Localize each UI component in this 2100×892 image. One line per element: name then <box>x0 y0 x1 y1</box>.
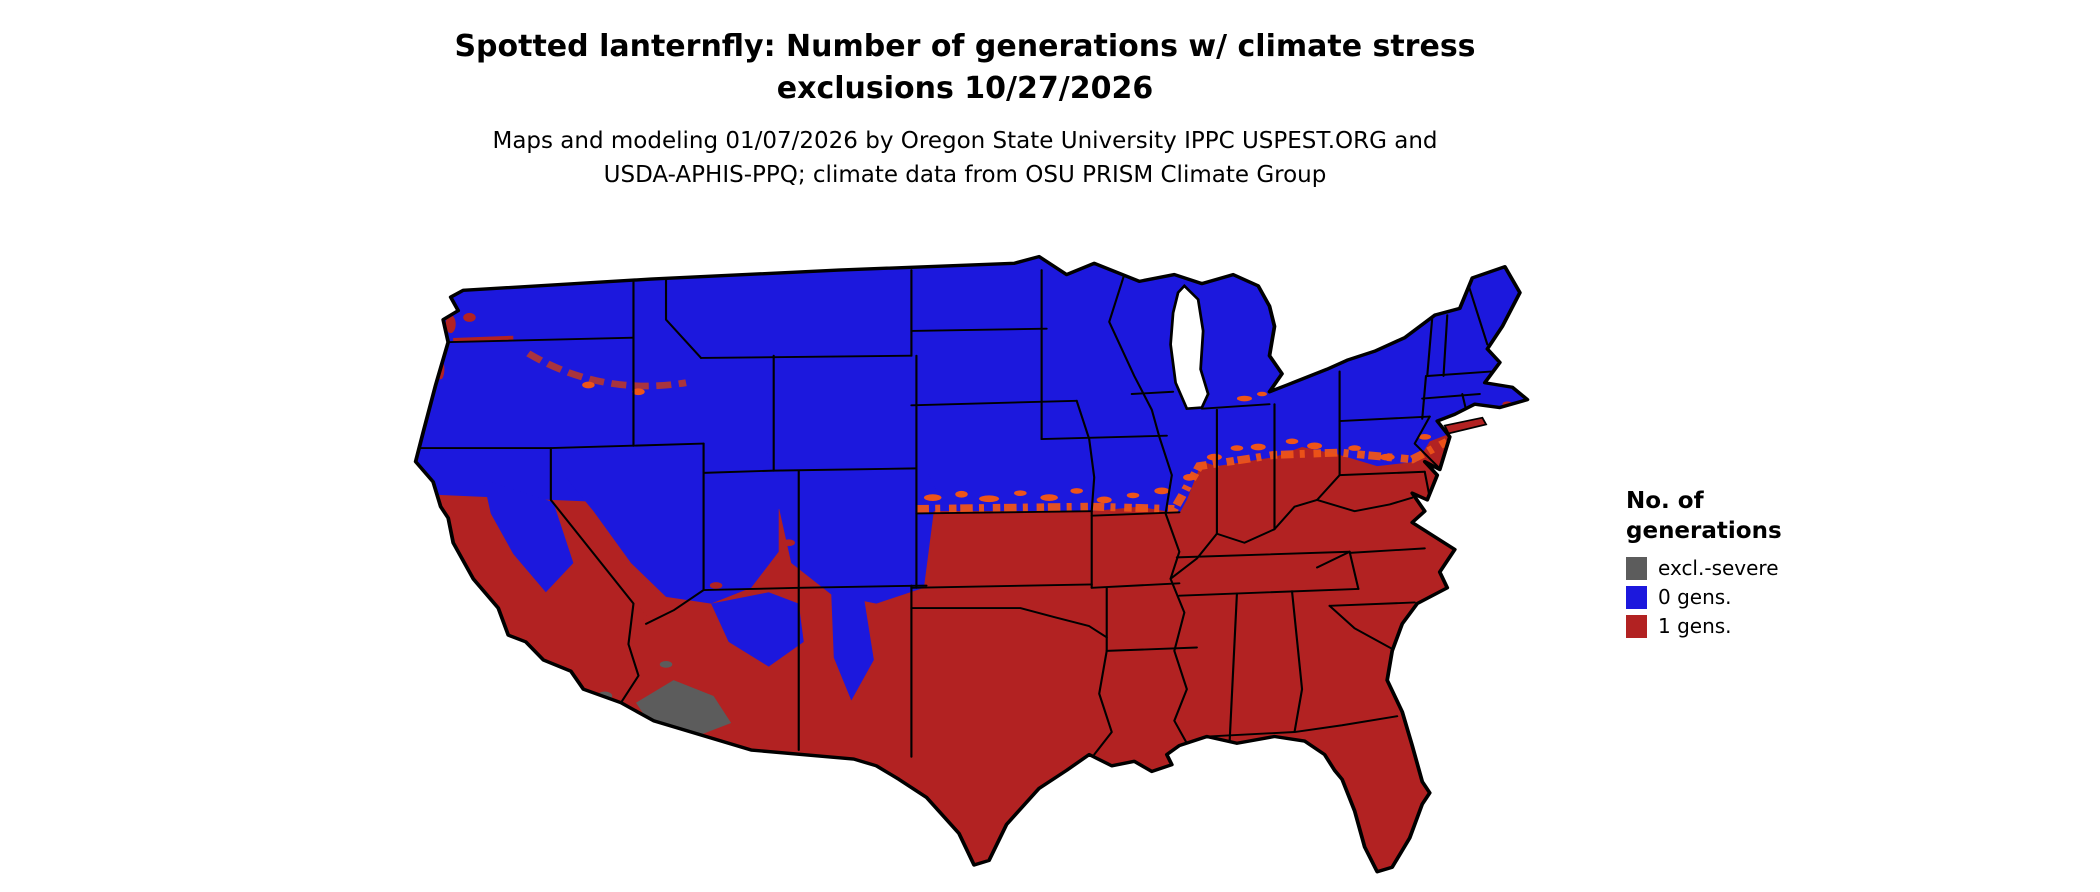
colorado-river-red-finger <box>631 602 656 630</box>
legend-title-line1: No. of <box>1626 488 1704 514</box>
page-subtitle: Maps and modeling 01/07/2026 by Oregon S… <box>0 124 1930 192</box>
us-generations-map <box>338 216 1590 892</box>
lake-michigan <box>1169 283 1210 410</box>
map-highland-blue-patches <box>483 445 937 701</box>
legend-item-excl-severe: excl.-severe <box>1626 556 1856 581</box>
legend-item-zero-gens: 0 gens. <box>1626 585 1856 610</box>
legend-label-excl-severe: excl.-severe <box>1658 556 1779 580</box>
legend-title-line2: generations <box>1626 518 1782 544</box>
page-title-line1: Spotted lanternfly: Number of generation… <box>454 29 1476 64</box>
map-legend: No. of generations excl.-severe 0 gens. … <box>1626 486 1856 643</box>
page-title-line2: exclusions 10/27/2026 <box>776 71 1154 106</box>
transition-fringe-specks <box>582 381 1431 504</box>
legend-items: excl.-severe 0 gens. 1 gens. <box>1626 556 1856 639</box>
legend-item-one-gens: 1 gens. <box>1626 614 1856 639</box>
national-border <box>413 254 1530 874</box>
snake-plain-red-arc <box>526 350 687 390</box>
map-header: Spotted lanternfly: Number of generation… <box>0 26 1930 192</box>
legend-swatch-excl-severe <box>1626 557 1647 580</box>
page-subtitle-line1: Maps and modeling 01/07/2026 by Oregon S… <box>492 128 1438 154</box>
legend-label-zero-gens: 0 gens. <box>1658 585 1732 609</box>
legend-label-one-gens: 1 gens. <box>1658 614 1732 638</box>
legend-swatch-one-gens <box>1626 615 1647 638</box>
us-map-svg <box>413 254 1530 874</box>
columbia-river-red-strip <box>453 335 514 342</box>
page-subtitle-line2: USDA-APHIS-PPQ; climate data from OSU PR… <box>603 162 1327 188</box>
long-island <box>1443 416 1488 435</box>
legend-swatch-zero-gens <box>1626 586 1647 609</box>
state-borders <box>415 269 1494 758</box>
